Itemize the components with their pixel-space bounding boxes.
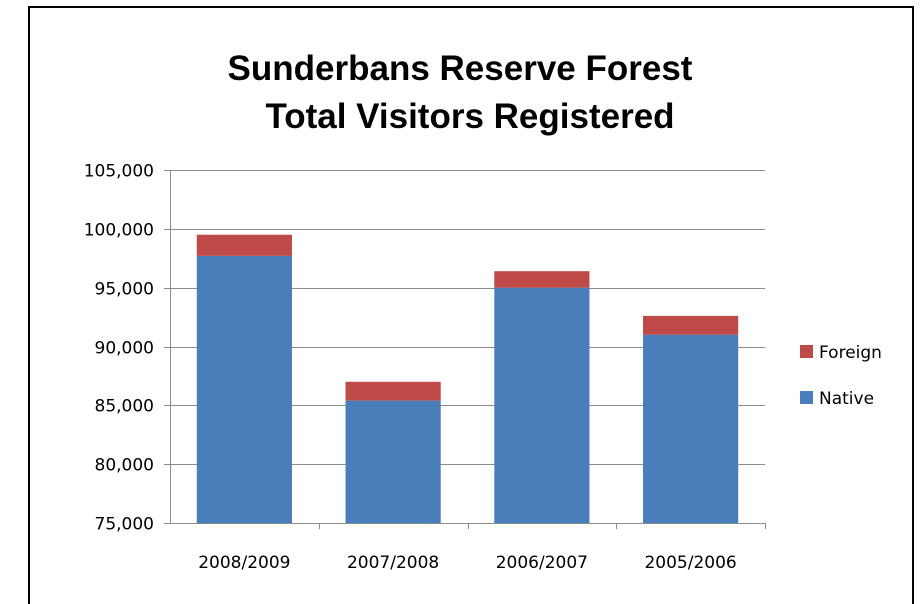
x-tick-label: 2006/2007 [496, 553, 588, 573]
bar-foreign-0 [196, 234, 292, 256]
y-tick-labels: 75,000 80,000 85,000 90,000 95,000 100,000 105… [84, 162, 154, 535]
y-tick-label: 100,000 [84, 221, 154, 241]
legend: Foreign Native [800, 343, 882, 409]
y-tick-label: 80,000 [95, 456, 154, 476]
x-tick-labels: 2008/2009 2007/2008 2006/2007 2005/2006 [198, 553, 737, 573]
bars [196, 234, 739, 523]
y-tick-label: 85,000 [95, 397, 154, 417]
legend-swatch-foreign [800, 345, 813, 358]
x-tick-label: 2007/2008 [347, 553, 439, 573]
y-tick-label: 105,000 [84, 162, 154, 182]
chart-title-line-2: Total Visitors Registered [265, 97, 674, 136]
bar-native-1 [345, 400, 441, 523]
bar-native-0 [196, 255, 292, 523]
y-tick-label: 90,000 [95, 339, 154, 359]
bar-native-2 [494, 287, 590, 523]
frame-top-border [28, 6, 914, 8]
bar-foreign-1 [345, 381, 441, 401]
y-tick-label: 95,000 [95, 280, 154, 300]
axes [164, 170, 766, 529]
bar-foreign-3 [643, 315, 739, 335]
y-tick-label: 75,000 [95, 515, 154, 535]
bar-native-3 [643, 334, 739, 523]
x-tick-label: 2008/2009 [198, 553, 290, 573]
frame-left-border [28, 6, 30, 604]
chart-title-line-1: Sunderbans Reserve Forest [228, 49, 693, 88]
bar-foreign-2 [494, 271, 590, 288]
x-tick-label: 2005/2006 [644, 553, 736, 573]
legend-label-foreign: Foreign [819, 343, 882, 363]
frame-right-border [912, 6, 914, 604]
legend-label-native: Native [819, 389, 874, 409]
legend-swatch-native [800, 391, 813, 404]
